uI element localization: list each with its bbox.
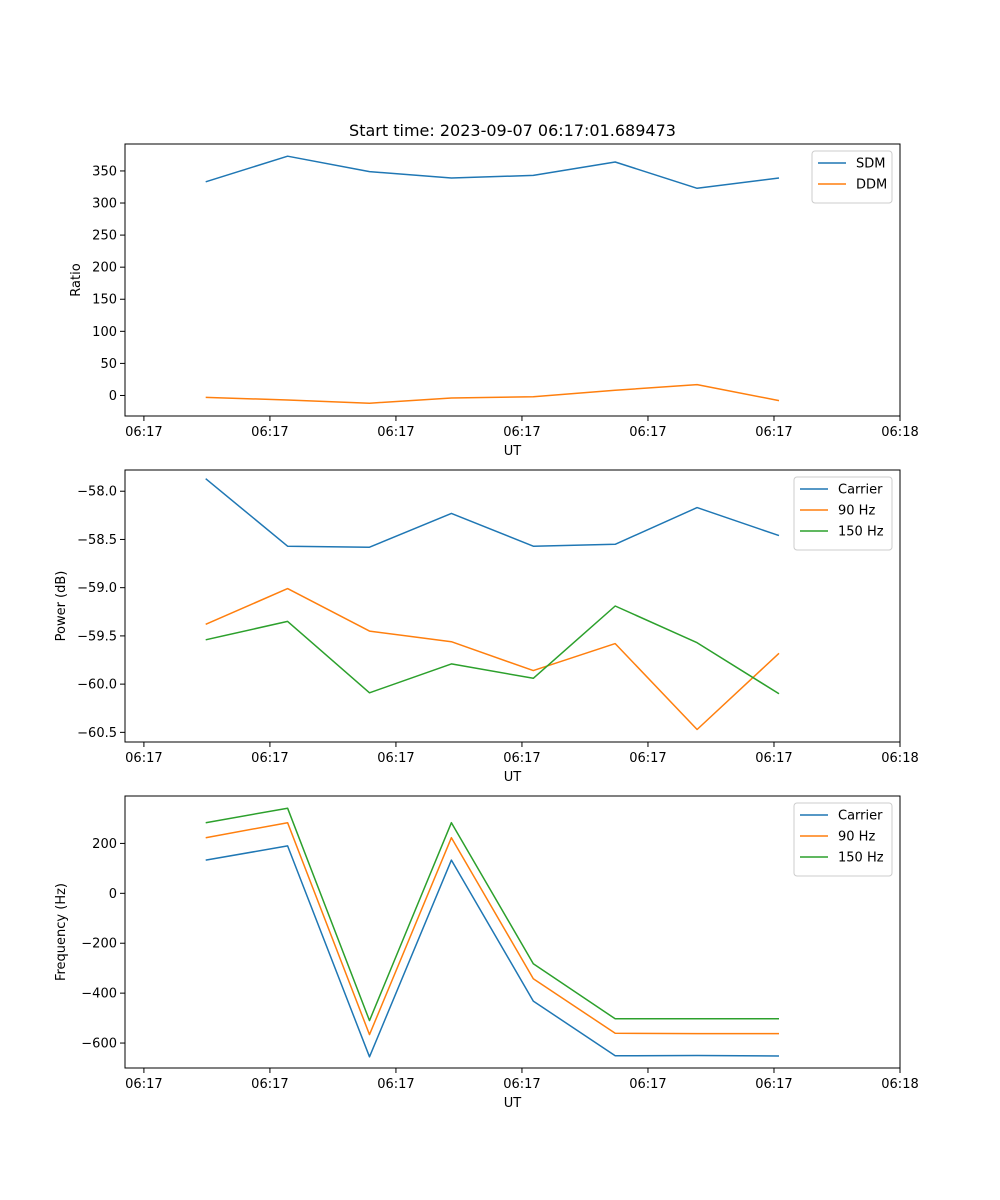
frequency-series-carrier: [205, 845, 780, 1058]
ratio-y-tick-label: 0: [109, 389, 117, 404]
power-legend-label: 150 Hz: [838, 525, 884, 540]
ratio-y-tick-label: 200: [92, 261, 117, 276]
frequency-x-tick-label: 06:17: [755, 1077, 792, 1092]
frequency-x-tick-label: 06:17: [503, 1077, 540, 1092]
ratio-x-tick-label: 06:18: [881, 425, 918, 440]
frequency-legend-label: 90 Hz: [838, 830, 875, 845]
power-x-tick-label: 06:17: [629, 751, 666, 766]
ratio-series-sdm: [205, 155, 780, 190]
frequency-x-tick-label: 06:17: [251, 1077, 288, 1092]
frequency-y-tick-label: 0: [109, 887, 117, 902]
ratio-x-tick-label: 06:17: [251, 425, 288, 440]
frequency-x-axis-label: UT: [504, 1096, 522, 1111]
frequency-series-90-hz: [205, 821, 779, 1036]
power-series-carrier: [205, 478, 780, 548]
frequency-y-tick-label: −400: [81, 987, 117, 1002]
power-x-tick-label: 06:17: [503, 751, 540, 766]
ratio-legend-label: SDM: [856, 157, 885, 172]
power-y-axis-label: Power (dB): [54, 571, 69, 642]
frequency-x-tick-label: 06:18: [881, 1077, 918, 1092]
ratio-y-tick-label: 350: [92, 164, 117, 179]
frequency-legend: Carrier 90 Hz 150 Hz: [793, 802, 893, 877]
power-x-tick-label: 06:17: [377, 751, 414, 766]
ratio-y-tick-label: 150: [92, 293, 117, 308]
frequency-legend-label: Carrier: [838, 809, 883, 824]
power-y-tick-label: −60.0: [77, 678, 117, 693]
frequency-y-tick-label: −600: [81, 1037, 117, 1052]
frequency-x-tick-label: 06:17: [377, 1077, 414, 1092]
power-x-tick-label: 06:18: [881, 751, 918, 766]
ratio-axes-frame: [124, 143, 901, 417]
power-x-tick-label: 06:17: [755, 751, 792, 766]
ratio-x-tick-label: 06:17: [503, 425, 540, 440]
frequency-panel: 06:17 06:17 06:17 06:17 06:17 06:17 06:18 −600 −…: [54, 795, 919, 1111]
power-axes-frame: [124, 469, 901, 743]
ratio-series-ddm: [205, 383, 780, 404]
power-x-axis-label: UT: [504, 770, 522, 785]
power-y-tick-label: −59.0: [77, 581, 117, 596]
power-x-tick-label: 06:17: [251, 751, 288, 766]
power-legend-label: Carrier: [838, 483, 883, 498]
frequency-x-tick-label: 06:17: [629, 1077, 666, 1092]
ratio-x-tick-label: 06:17: [377, 425, 414, 440]
ratio-y-tick-label: 100: [92, 325, 117, 340]
power-y-tick-label: −59.5: [77, 629, 117, 644]
power-legend-label: 90 Hz: [838, 504, 875, 519]
power-x-tick-label: 06:17: [125, 751, 162, 766]
power-panel: 06:17 06:17 06:17 06:17 06:17 06:17 06:18 −60.5…: [54, 469, 919, 785]
frequency-y-axis-label: Frequency (Hz): [54, 883, 69, 981]
ratio-legend-box: [811, 150, 893, 204]
frequency-y-tick-label: −200: [81, 937, 117, 952]
ratio-x-tick-label: 06:17: [629, 425, 666, 440]
frequency-legend-label: 150 Hz: [838, 851, 884, 866]
ratio-x-tick-label: 06:17: [755, 425, 792, 440]
power-y-tick-label: −58.0: [77, 485, 117, 500]
ratio-x-tick-label: 06:17: [125, 425, 162, 440]
power-series-150-hz: [205, 605, 780, 695]
ratio-y-tick-label: 50: [100, 357, 117, 372]
frequency-axes-frame: [124, 795, 901, 1069]
ratio-y-axis-label: Ratio: [69, 263, 84, 296]
ratio-legend: SDM DDM: [811, 150, 893, 204]
frequency-series-150-hz: [205, 807, 779, 1022]
ratio-y-tick-label: 300: [92, 197, 117, 212]
frequency-y-tick-label: 200: [92, 837, 117, 852]
power-y-tick-label: −60.5: [77, 726, 117, 741]
power-series-90-hz: [205, 587, 780, 731]
ratio-y-tick-label: 250: [92, 229, 117, 244]
ratio-x-axis-label: UT: [504, 444, 522, 459]
power-legend: Carrier 90 Hz 150 Hz: [793, 476, 893, 551]
ratio-legend-label: DDM: [856, 178, 887, 193]
chart-title: Start time: 2023-09-07 06:17:01.689473: [349, 121, 676, 140]
ratio-panel: 06:17 06:17 06:17 06:17 06:17 06:17 06:18 0 50 10…: [69, 143, 919, 459]
power-y-tick-label: −58.5: [77, 533, 117, 548]
frequency-x-tick-label: 06:17: [125, 1077, 162, 1092]
